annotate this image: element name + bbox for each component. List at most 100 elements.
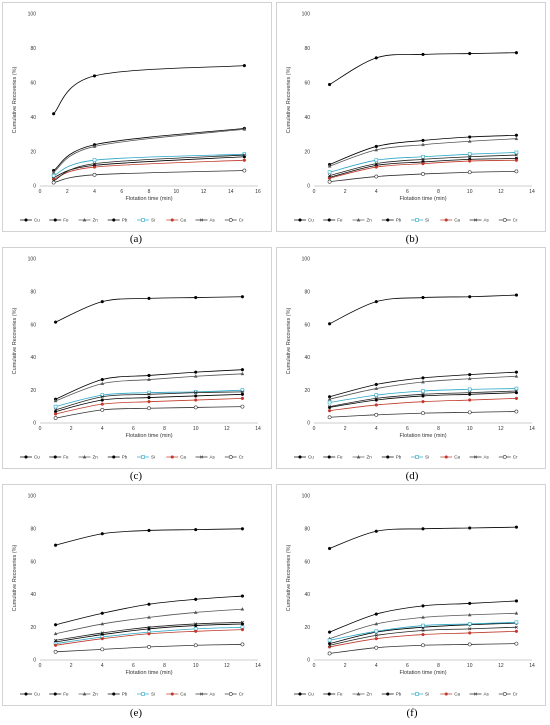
chart-b-point-zn-1 <box>374 147 379 152</box>
chart-b-point-as-0 <box>328 174 332 178</box>
chart-f-point-si-1 <box>374 629 379 634</box>
chart-f-point-zn-2 <box>421 615 425 619</box>
chart-c-xtick-7: 14 <box>255 426 261 432</box>
chart-a-legend-label-cu: Cu <box>34 218 40 223</box>
chart-b-xlabel: Flotation time (min) <box>399 196 446 202</box>
chart-c-ylabel: Cumulative Recoveries (%) <box>12 308 18 375</box>
chart-b-point-ca-0 <box>327 176 332 180</box>
chart-f-frame <box>276 484 546 706</box>
chart-e-point-as-0 <box>54 638 58 642</box>
chart-f-point-cr-1 <box>374 645 379 650</box>
chart-c-series-si <box>53 388 245 409</box>
chart-c-point-cu-2 <box>147 296 151 300</box>
chart-a-legend-marker-cr <box>228 218 233 222</box>
chart-d-point-ca-1 <box>374 403 378 407</box>
chart-d-point-ca-4 <box>514 396 519 400</box>
chart-a-legend-marker-as <box>199 218 204 222</box>
chart-c-point-si-3 <box>193 390 198 394</box>
chart-b-legend-marker-fe <box>327 218 331 222</box>
chart-e-legend-marker-as <box>199 692 204 696</box>
chart-a-xtick-3: 6 <box>120 189 123 195</box>
chart-f-point-as-4 <box>514 625 518 629</box>
chart-a-point-cu-2 <box>242 63 246 68</box>
chart-d-legend-marker-fe <box>327 455 331 459</box>
chart-c-point-as-2 <box>147 392 151 396</box>
chart-a-ytick-3: 60 <box>30 81 36 87</box>
chart-d-point-as-0 <box>328 405 332 409</box>
chart-panel-f: 0 20 40 60 80 100 0 2 4 6 8 10 12 14 Flotation time (m… <box>276 484 546 706</box>
chart-e-point-ca-1 <box>100 637 104 641</box>
chart-d-legend-label-ca: Ca <box>454 455 460 460</box>
chart-b-point-cu-2 <box>421 52 425 57</box>
chart-a-point-si-2 <box>242 152 247 156</box>
chart-a-frame <box>2 2 272 232</box>
chart-b-xtick-6: 12 <box>498 189 504 195</box>
chart-a-legend-marker-si <box>141 218 145 222</box>
chart-d-point-fe-3 <box>468 373 472 377</box>
chart-c-point-as-0 <box>54 408 58 412</box>
chart-caption-c: (c) <box>129 470 143 482</box>
chart-e-legend-label-cr: Cr <box>239 692 244 697</box>
chart-a-legend-marker-fe <box>53 218 57 222</box>
chart-b-legend-label-fe: Fe <box>337 218 343 223</box>
chart-c-series-as <box>54 390 244 412</box>
chart-d-legend-label-zn: Zn <box>367 455 373 460</box>
chart-b-legend: Cu Fe Zn Pb Si Ca As Cr <box>294 218 518 223</box>
chart-a-point-as-2 <box>242 153 246 157</box>
chart-d-legend-label-si: Si <box>425 455 429 460</box>
chart-f-series-cr <box>327 641 519 656</box>
chart-f-legend-marker-zn <box>356 691 361 696</box>
chart-c-point-zn-3 <box>193 374 198 378</box>
chart-a-line-zn <box>53 128 245 173</box>
chart-panel-b: 0 20 40 60 80 100 0 2 4 6 8 10 12 14 Flotation time (m… <box>276 2 546 232</box>
chart-c-legend-marker-pb <box>112 455 116 459</box>
chart-b-ytick-1: 20 <box>304 149 310 155</box>
chart-f-legend-label-si: Si <box>425 692 429 697</box>
chart-b-point-as-1 <box>374 162 378 166</box>
chart-c-point-as-1 <box>100 395 104 399</box>
chart-e-xtick-0: 0 <box>39 663 42 669</box>
chart-b-ytick-4: 80 <box>304 46 310 52</box>
chart-d-point-si-0 <box>327 400 332 405</box>
chart-b-legend-label-as: As <box>484 218 490 223</box>
chart-f-point-as-2 <box>421 628 425 632</box>
chart-b-point-fe-1 <box>374 144 378 149</box>
chart-e-legend: Cu Fe Zn Pb Si Ca As Cr <box>20 692 244 697</box>
chart-f-point-cu-1 <box>374 529 378 533</box>
chart-d-point-fe-4 <box>514 370 519 374</box>
chart-a-xtick-2: 4 <box>93 189 96 195</box>
chart-d-point-cr-2 <box>421 411 425 416</box>
chart-b-point-si-2 <box>421 154 425 159</box>
chart-f-legend: Cu Fe Zn Pb Si Ca As Cr <box>294 692 518 697</box>
chart-d-point-si-2 <box>421 389 425 393</box>
chart-f-legend-marker-ca <box>444 692 448 696</box>
chart-b-xtick-4: 8 <box>437 189 440 195</box>
chart-a-point-si-0 <box>51 173 56 178</box>
chart-panel-a: 0 20 40 60 80 100 0 2 4 6 8 10 12 14 16 Flotation time … <box>2 2 272 232</box>
chart-c-point-si-2 <box>147 390 151 395</box>
chart-f-ytick-3: 60 <box>304 559 310 565</box>
chart-a-point-cu-1 <box>92 74 97 78</box>
chart-c-ytick-2: 40 <box>30 355 36 361</box>
chart-a-ytick-0: 0 <box>33 184 36 190</box>
chart-c-legend-label-ca: Ca <box>180 455 186 460</box>
chart-e-point-cu-1 <box>100 532 104 536</box>
chart-a-legend-label-fe: Fe <box>63 218 69 223</box>
chart-b-legend-marker-cr <box>502 218 507 222</box>
chart-f-legend-label-pb: Pb <box>396 692 402 697</box>
chart-d-point-zn-2 <box>421 379 425 384</box>
chart-a-point-zn-2 <box>242 127 247 131</box>
chart-b-series-as <box>328 153 518 178</box>
chart-e-legend-label-pb: Pb <box>122 692 128 697</box>
chart-c-point-pb-3 <box>194 394 198 398</box>
chart-e-point-cr-0 <box>53 649 58 654</box>
chart-a-legend-label-zn: Zn <box>93 218 99 223</box>
chart-b-legend-marker-pb <box>386 218 390 222</box>
chart-b-xtick-1: 2 <box>344 189 347 195</box>
chart-e-point-ca-4 <box>240 628 245 632</box>
chart-f-point-cr-2 <box>421 643 425 648</box>
chart-caption-a: (a) <box>129 233 143 245</box>
chart-d-ytick-4: 80 <box>304 290 310 296</box>
chart-c-legend-label-zn: Zn <box>93 455 99 460</box>
chart-e-xlabel: Flotation time (min) <box>125 670 172 676</box>
